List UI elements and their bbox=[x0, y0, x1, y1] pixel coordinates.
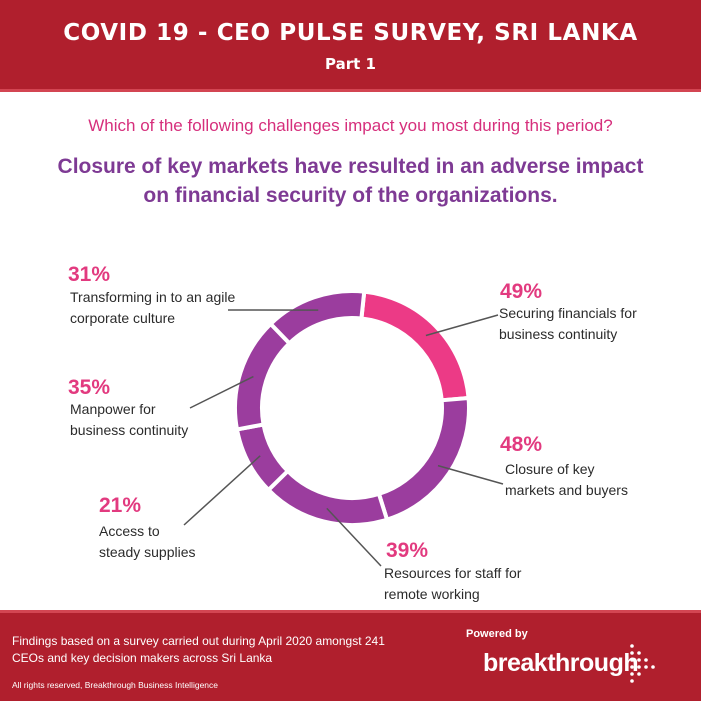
page-subtitle: Part 1 bbox=[325, 55, 376, 73]
donut-slice-manpower-for-business-continuity bbox=[233, 321, 293, 432]
survey-note: Findings based on a survey carried out d… bbox=[12, 633, 432, 667]
leader-line-closure-of-key-markets-and-buyers bbox=[437, 464, 504, 485]
leader-line-securing-financials-for-business-continuity bbox=[425, 314, 499, 337]
category-label-securing-financials-for-business-continuity-line-1: Securing financials for bbox=[499, 305, 637, 321]
category-label-transforming-in-to-an-agile-corporate-culture-line-2: corporate culture bbox=[70, 310, 175, 326]
powered-by-label: Powered by bbox=[466, 628, 528, 640]
survey-question: Which of the following challenges impact… bbox=[88, 116, 613, 135]
headline-line-2: on financial security of the organizatio… bbox=[143, 184, 558, 207]
headline-line-1: Closure of key markets have resulted in … bbox=[57, 155, 644, 178]
survey-note-line-1: Findings based on a survey carried out d… bbox=[12, 634, 385, 648]
donut-slice-securing-financials-for-business-continuity bbox=[359, 289, 471, 403]
category-label-access-to-steady-supplies-line-1: Access to bbox=[99, 523, 160, 539]
percent-label-access-to-steady-supplies: 21% bbox=[99, 494, 141, 517]
category-label-securing-financials-for-business-continuity-line-2: business continuity bbox=[499, 326, 617, 342]
survey-note-line-2: CEOs and key decision makers across Sri … bbox=[12, 651, 273, 665]
leader-line-resources-for-staff-for-remote-working bbox=[326, 507, 382, 567]
percent-label-securing-financials-for-business-continuity: 49% bbox=[500, 280, 542, 303]
leader-line-access-to-steady-supplies bbox=[183, 455, 261, 526]
category-label-resources-for-staff-for-remote-working-line-2: remote working bbox=[384, 586, 480, 602]
donut-slice-transforming-in-to-an-agile-corporate-culture bbox=[267, 289, 367, 347]
category-label-closure-of-key-markets-and-buyers-line-2: markets and buyers bbox=[505, 482, 628, 498]
leader-line-manpower-for-business-continuity bbox=[189, 375, 254, 409]
category-label-transforming-in-to-an-agile-corporate-culture-line-1: Transforming in to an agile bbox=[70, 289, 235, 305]
copyright-text: All rights reserved, Breakthrough Busine… bbox=[12, 680, 218, 690]
footer-banner: Findings based on a survey carried out d… bbox=[0, 610, 701, 701]
brand-arrow-icon bbox=[630, 644, 655, 683]
percent-label-resources-for-staff-for-remote-working: 39% bbox=[386, 539, 428, 562]
donut-slice-resources-for-staff-for-remote-working bbox=[265, 468, 390, 527]
category-label-closure-of-key-markets-and-buyers-line-1: Closure of key bbox=[505, 461, 594, 477]
percent-label-closure-of-key-markets-and-buyers: 48% bbox=[500, 433, 542, 456]
category-label-manpower-for-business-continuity-line-2: business continuity bbox=[70, 422, 188, 438]
page-title: COVID 19 - CEO PULSE SURVEY, SRI LANKA bbox=[63, 20, 638, 46]
brand-logo-text: breakthrough bbox=[483, 649, 639, 677]
donut-slice-access-to-steady-supplies bbox=[234, 422, 291, 493]
donut-slice-closure-of-key-markets-and-buyers bbox=[376, 395, 471, 523]
category-label-access-to-steady-supplies-line-2: steady supplies bbox=[99, 544, 196, 560]
percent-label-transforming-in-to-an-agile-corporate-culture: 31% bbox=[68, 263, 110, 286]
percent-label-manpower-for-business-continuity: 35% bbox=[68, 376, 110, 399]
category-label-manpower-for-business-continuity-line-1: Manpower for bbox=[70, 401, 156, 417]
key-finding-headline: Closure of key markets have resulted in … bbox=[40, 152, 661, 210]
category-label-resources-for-staff-for-remote-working-line-1: Resources for staff for bbox=[384, 565, 522, 581]
header-banner: COVID 19 - CEO PULSE SURVEY, SRI LANKA P… bbox=[0, 0, 701, 92]
